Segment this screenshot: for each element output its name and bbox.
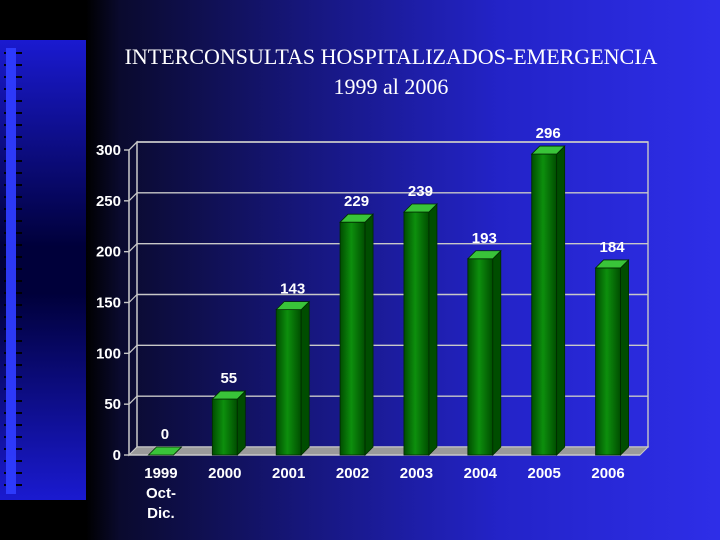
decorative-square-column xyxy=(4,48,22,494)
x-tick-label: 2002 xyxy=(336,465,369,482)
gridline-side xyxy=(128,344,138,354)
gridline-side xyxy=(128,243,138,253)
bar-value-label: 296 xyxy=(536,125,561,142)
slide-title: INTERCONSULTAS HOSPITALIZADOS-EMERGENCIA… xyxy=(76,42,706,102)
bar-top xyxy=(530,145,566,155)
bar xyxy=(467,258,494,456)
bar-side xyxy=(556,145,566,456)
gridline-side xyxy=(128,395,138,405)
x-tick-label: 2003 xyxy=(400,465,433,482)
bar-top xyxy=(402,203,438,213)
bar-side xyxy=(300,300,310,456)
bar-value-label: 229 xyxy=(344,193,369,210)
bar-top xyxy=(211,390,247,400)
y-tick-label: 200 xyxy=(96,244,121,261)
title-line-2: 1999 al 2006 xyxy=(333,74,449,99)
bar-value-label: 184 xyxy=(600,239,626,256)
bar-value-label: 193 xyxy=(472,230,497,247)
bar-top xyxy=(339,213,375,223)
title-line-1: INTERCONSULTAS HOSPITALIZADOS-EMERGENCIA xyxy=(124,44,658,69)
bar xyxy=(211,398,238,456)
bar-side xyxy=(428,203,438,456)
x-tick-label: 2000 xyxy=(208,465,241,482)
bar-value-label: 0 xyxy=(161,426,169,443)
bar-side xyxy=(236,390,246,456)
plot-floor xyxy=(127,446,650,456)
y-tick-label: 50 xyxy=(104,396,121,413)
bar-top xyxy=(466,250,502,260)
bar-top xyxy=(594,259,630,269)
x-tick-label: 2004 xyxy=(464,465,498,482)
bar-top xyxy=(275,301,311,311)
bar-top xyxy=(147,446,183,456)
bar xyxy=(595,267,621,456)
gridline-side xyxy=(128,192,138,202)
x-tick-label: Dic. xyxy=(147,505,175,522)
bar-side xyxy=(620,258,629,456)
bar xyxy=(275,309,302,456)
y-tick-label: 0 xyxy=(113,447,121,464)
x-tick-label: Oct- xyxy=(146,485,176,502)
bar xyxy=(403,211,430,456)
y-tick-label: 100 xyxy=(96,345,121,362)
gridline-side xyxy=(128,141,138,151)
x-tick-label: 1999 xyxy=(144,465,177,482)
y-tick-label: 300 xyxy=(96,142,121,159)
bar-side xyxy=(364,213,374,456)
x-tick-label: 2006 xyxy=(591,465,624,482)
bar-value-label: 239 xyxy=(408,183,433,200)
gridline-side xyxy=(128,294,138,303)
bar-value-label: 143 xyxy=(280,281,305,298)
bar-side xyxy=(492,249,502,456)
y-tick-label: 250 xyxy=(96,193,121,210)
x-tick-label: 2001 xyxy=(272,465,305,482)
bar-value-label: 55 xyxy=(220,370,237,387)
bar xyxy=(531,153,558,456)
bar xyxy=(339,221,366,456)
y-tick-label: 150 xyxy=(96,295,121,312)
x-tick-label: 2005 xyxy=(528,465,561,482)
